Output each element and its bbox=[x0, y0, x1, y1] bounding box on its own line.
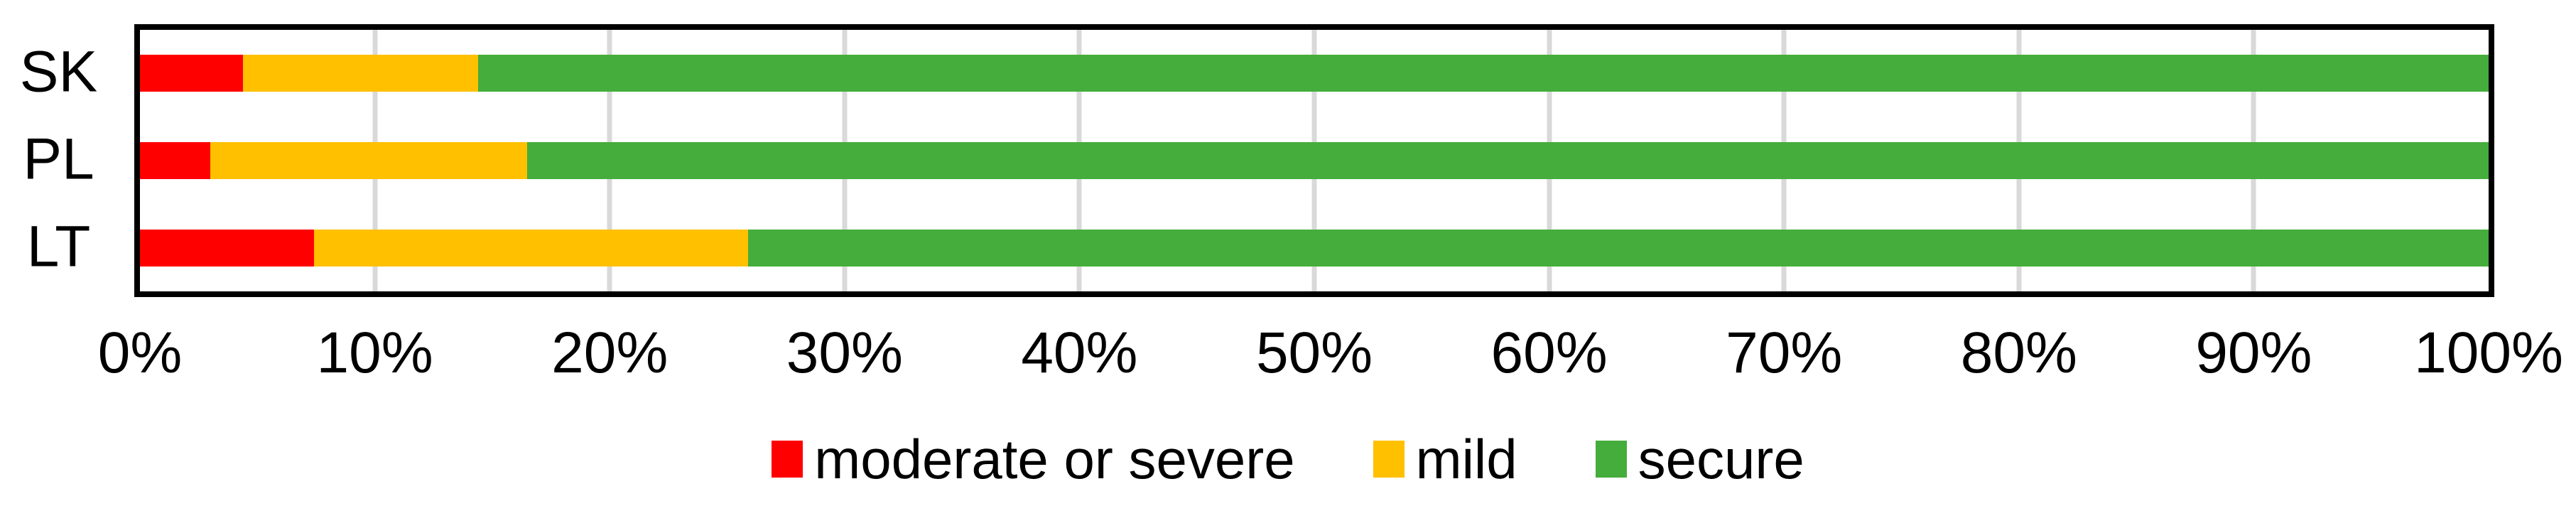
legend-item-mild: mild bbox=[1373, 431, 1517, 487]
legend-item-secure: secure bbox=[1595, 428, 1804, 490]
category-label-pl: PL bbox=[23, 126, 94, 192]
bar-segment-moderate-or-severe bbox=[140, 141, 211, 179]
legend: moderate or severe mild secure bbox=[0, 424, 2576, 495]
legend-label: moderate or severe bbox=[814, 428, 1295, 490]
x-tick-label: 60% bbox=[1490, 321, 1608, 385]
x-tick-label: 80% bbox=[1960, 321, 2077, 385]
legend-label: secure bbox=[1638, 428, 1804, 490]
bar-row-sk bbox=[140, 30, 2489, 117]
x-tick-label: 30% bbox=[786, 321, 903, 385]
legend-item-moderate-or-severe: moderate or severe bbox=[772, 428, 1295, 490]
x-tick-label: 100% bbox=[2414, 321, 2563, 385]
category-label-lt: LT bbox=[26, 214, 91, 279]
legend-marker-icon bbox=[1595, 441, 1627, 478]
legend-marker-icon bbox=[1373, 441, 1405, 478]
bar-row-pl bbox=[140, 117, 2489, 205]
category-label-sk: SK bbox=[19, 39, 98, 104]
plot-area bbox=[134, 24, 2494, 297]
legend-label: mild bbox=[1415, 428, 1517, 490]
x-tick-label: 10% bbox=[316, 321, 433, 385]
legend-marker-icon bbox=[772, 441, 803, 478]
x-tick-label: 0% bbox=[97, 321, 183, 385]
bar-segment-secure bbox=[478, 55, 2489, 92]
bar-segment-mild bbox=[210, 141, 528, 179]
x-tick-label: 90% bbox=[2195, 321, 2312, 385]
x-tick-label: 40% bbox=[1021, 321, 1138, 385]
stacked-bar-lt bbox=[140, 229, 2489, 267]
x-tick-label: 70% bbox=[1726, 321, 1843, 385]
bar-row-lt bbox=[140, 204, 2489, 291]
bar-segment-mild bbox=[243, 55, 479, 92]
x-tick-label: 20% bbox=[551, 321, 669, 385]
x-tick-label: 50% bbox=[1255, 321, 1373, 385]
bar-segment-secure bbox=[748, 229, 2489, 267]
bar-segment-mild bbox=[313, 229, 749, 267]
bar-segment-secure bbox=[527, 141, 2489, 179]
bar-segment-moderate-or-severe bbox=[140, 55, 244, 92]
stacked-bar-sk bbox=[140, 55, 2489, 92]
bar-segment-moderate-or-severe bbox=[140, 229, 314, 267]
stacked-bar-pl bbox=[140, 141, 2489, 179]
plot-inner bbox=[140, 30, 2489, 291]
